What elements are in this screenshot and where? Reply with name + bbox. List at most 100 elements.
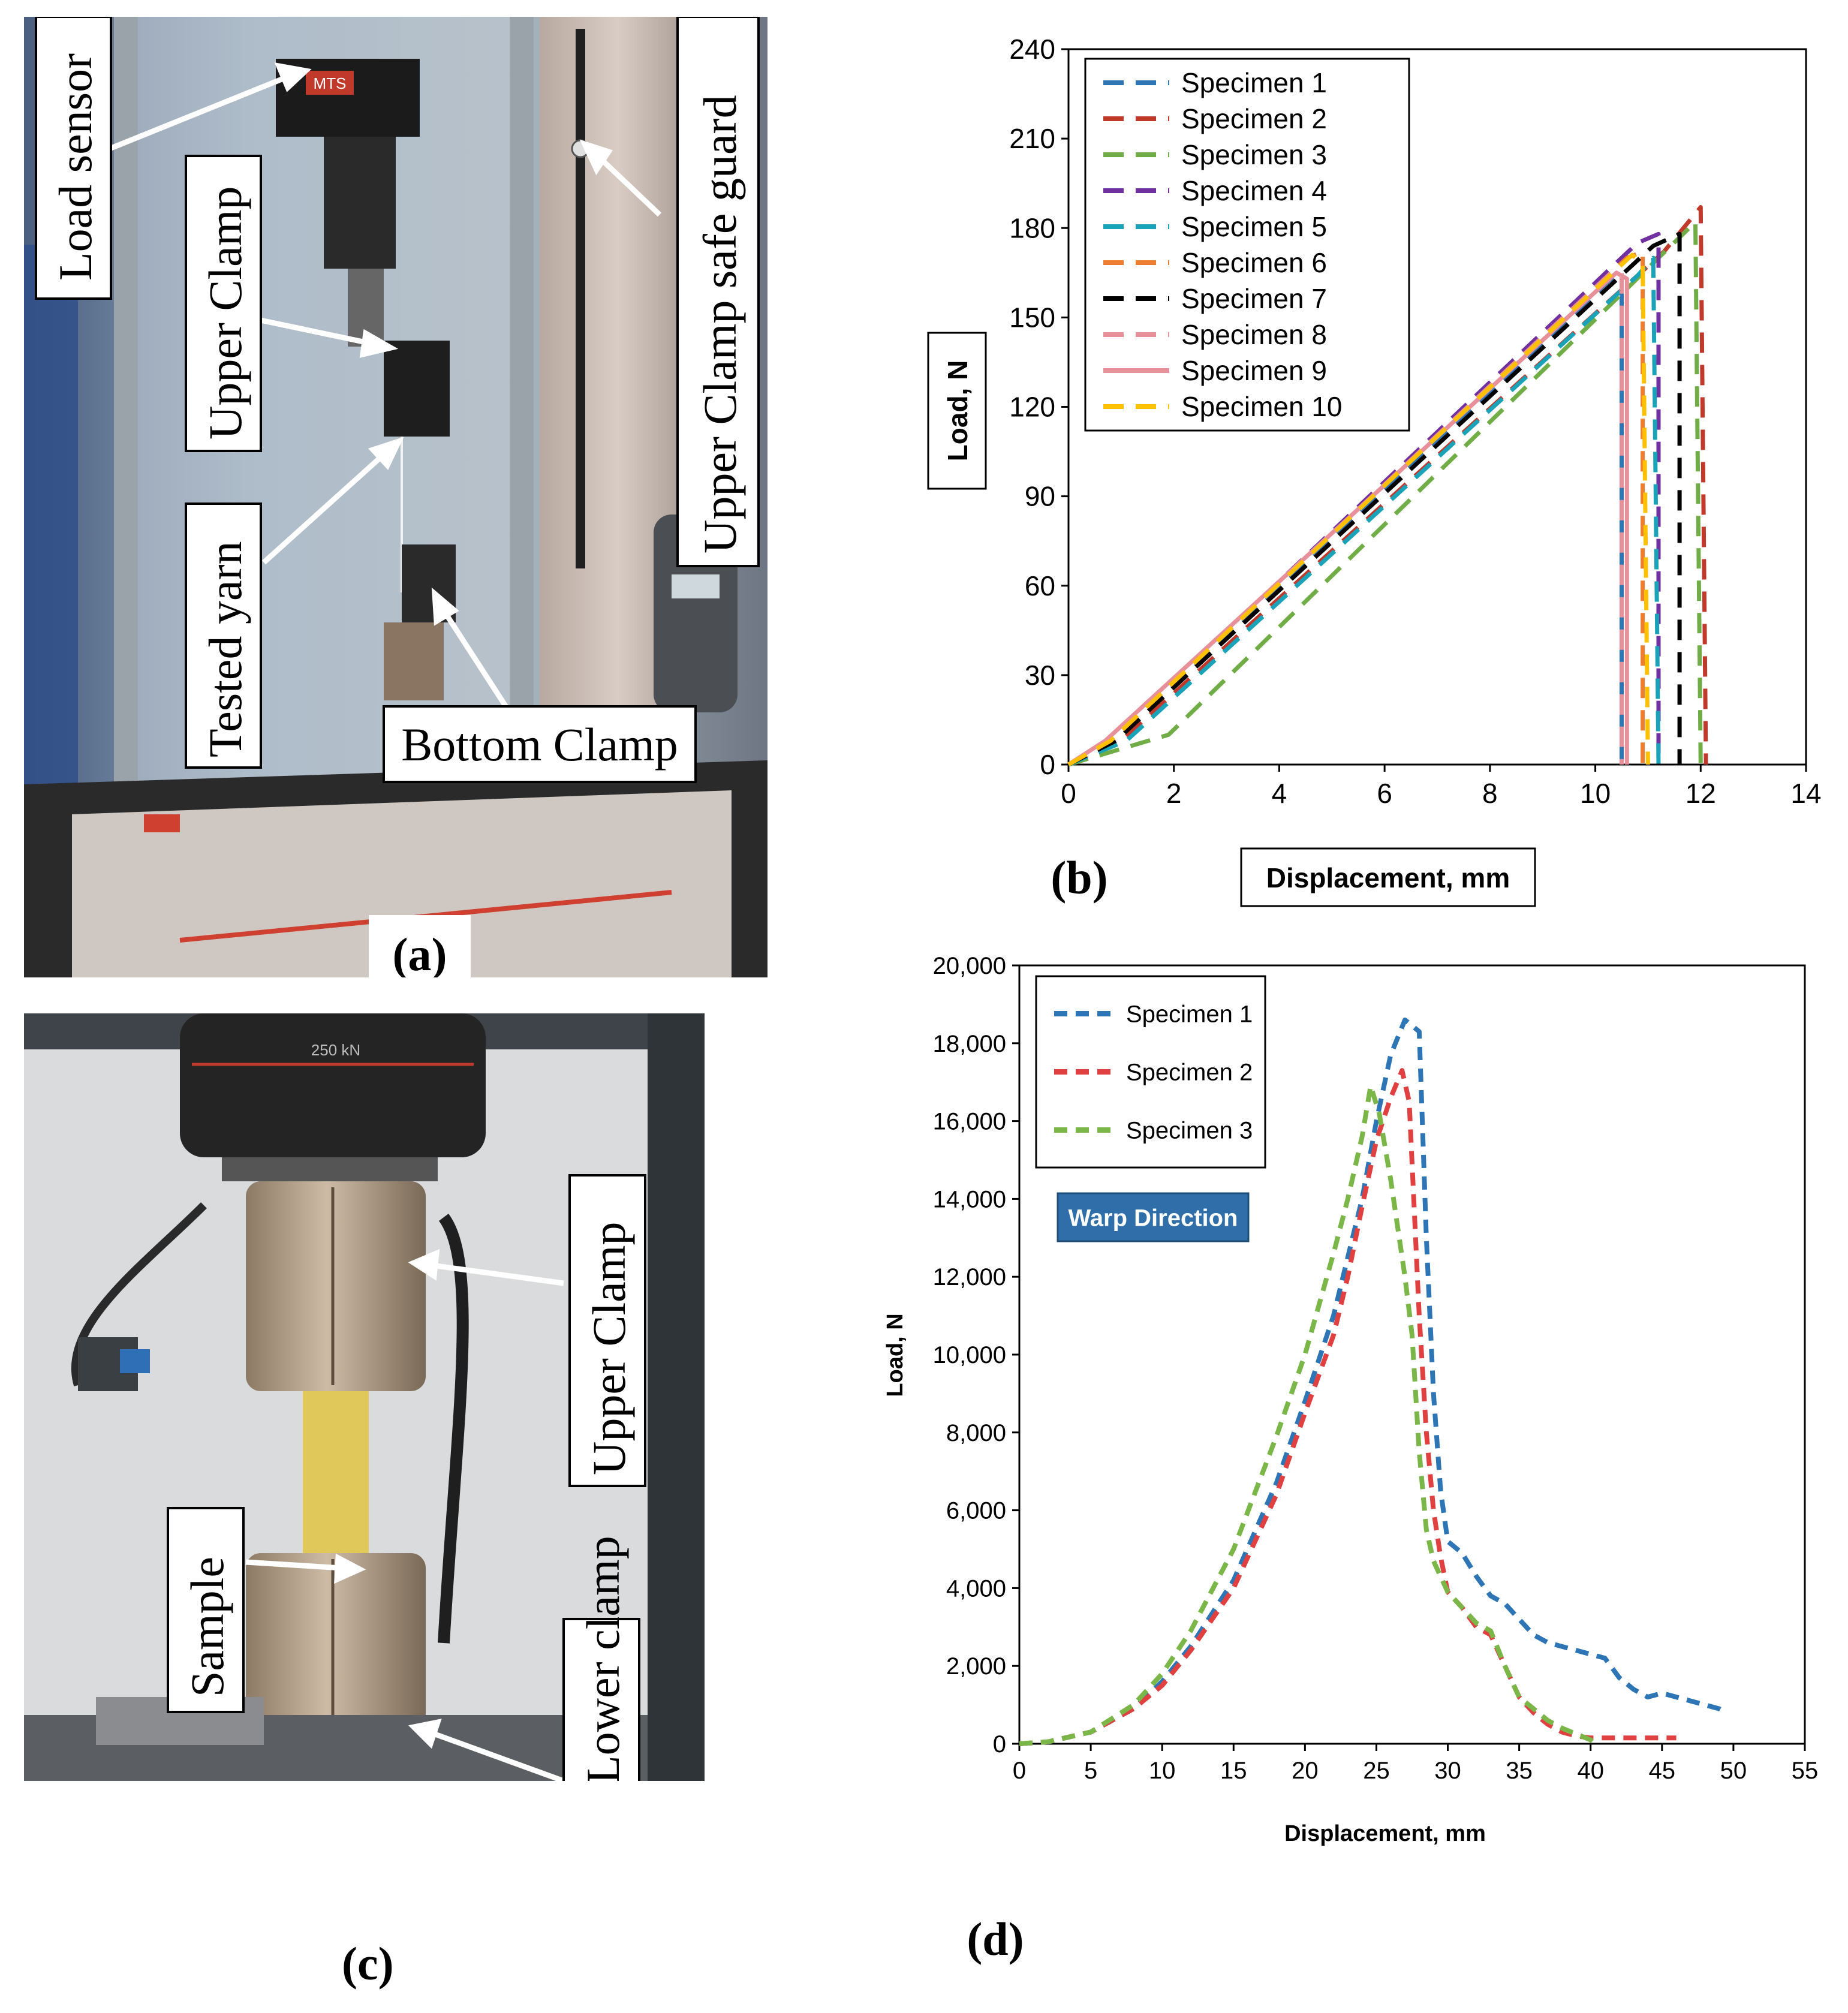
x-label-box <box>1240 847 1536 907</box>
label-bottom-clamp: Bottom Clamp <box>383 705 697 783</box>
y-tick-label: 8,000 <box>946 1420 1006 1446</box>
x-tick-label: 55 <box>1792 1758 1819 1784</box>
x-tick-label: 12 <box>1686 778 1716 809</box>
label-safe-guard: Upper Clamp safe guard <box>676 16 760 567</box>
chart-b-svg: 0 30 60 90 120 150 180 210 240 0 2 4 6 8 10 12 14 Specime… <box>927 34 1822 907</box>
mts-logo: MTS <box>314 74 347 92</box>
legend-label: Specimen 6 <box>1181 247 1327 278</box>
panel-caption: (d) <box>967 1913 1024 1965</box>
y-label-box <box>927 332 987 490</box>
series-line-2 <box>1019 1068 1677 1746</box>
x-tick-label: 0 <box>1061 778 1076 809</box>
legend-label: Specimen 4 <box>1181 175 1327 206</box>
annotation-label: Warp Direction <box>1069 1205 1238 1231</box>
x-tick-label: 30 <box>1434 1758 1461 1784</box>
series-line-1 <box>1019 1017 1727 1746</box>
x-tick-label: 40 <box>1577 1758 1604 1784</box>
legend-label: Specimen 9 <box>1181 355 1327 386</box>
label-upper-clamp-c: Upper Clamp <box>568 1174 646 1487</box>
y-tick-label: 150 <box>1009 302 1055 333</box>
panel-c-illustration: 250 kN Upper Clamp <box>24 1013 705 1884</box>
x-tick-label: 4 <box>1272 778 1287 809</box>
panel-caption: (b) <box>1051 851 1107 904</box>
series-line-3 <box>1019 1084 1597 1746</box>
chart-d-svg: 0 2,000 4,000 6,000 8,000 10,000 12,000 14,000 1… <box>883 953 1819 1965</box>
y-tick-label: 4,000 <box>946 1575 1006 1602</box>
svg-text:Lower clamp: Lower clamp <box>577 1536 629 1781</box>
y-tick-label: 20,000 <box>933 953 1006 979</box>
y-tick-label: 14,000 <box>933 1186 1006 1212</box>
legend-label: Specimen 1 <box>1181 67 1327 98</box>
panel-c-photo: 250 kN Upper Clamp <box>24 1013 705 1884</box>
x-tick-label: 35 <box>1506 1758 1533 1784</box>
y-tick-label: 2,000 <box>946 1653 1006 1680</box>
legend-label: Specimen 2 <box>1126 1060 1253 1086</box>
label-tested-yarn: Tested yarn <box>185 503 262 769</box>
x-tick-label: 14 <box>1790 778 1821 809</box>
y-tick-label: 18,000 <box>933 1031 1006 1057</box>
y-tick-label: 0 <box>1040 749 1055 780</box>
x-tick-label: 25 <box>1363 1758 1390 1784</box>
x-tick-label: 15 <box>1220 1758 1247 1784</box>
annotation-box <box>1057 1192 1250 1242</box>
chart-d: 0 2,000 4,000 6,000 8,000 10,000 12,000 14,000 1… <box>875 935 1848 2010</box>
svg-text:Upper Clamp safe guard: Upper Clamp safe guard <box>694 95 746 553</box>
series-line-4 <box>1067 231 1661 767</box>
x-axis-label: Displacement, mm <box>1266 862 1510 893</box>
x-tick-label: 2 <box>1166 778 1182 809</box>
y-axis-label: Load, N <box>942 360 973 462</box>
x-tick-label: 20 <box>1292 1758 1319 1784</box>
panel-a-photo: MTS Load s <box>24 16 768 980</box>
y-tick-label: 180 <box>1009 212 1055 243</box>
x-tick-label: 50 <box>1720 1758 1747 1784</box>
x-tick-label: 10 <box>1149 1758 1176 1784</box>
svg-text:Bottom Clamp: Bottom Clamp <box>401 718 678 771</box>
panel-c-arrows <box>245 1248 565 1784</box>
label-load-sensor: Load sensor <box>35 16 112 300</box>
label-sample: Sample <box>167 1507 245 1713</box>
panel-a-illustration: MTS Load s <box>24 16 768 980</box>
legend-label: Specimen 1 <box>1126 1001 1253 1028</box>
y-tick-label: 6,000 <box>946 1498 1006 1524</box>
legend-label: Specimen 2 <box>1181 103 1327 134</box>
y-axis-label: Load, N <box>883 1313 908 1397</box>
x-tick-label: 5 <box>1084 1758 1097 1784</box>
legend-box <box>1035 975 1266 1169</box>
legend-label: Specimen 3 <box>1126 1118 1253 1144</box>
svg-text:Upper Clamp: Upper Clamp <box>199 186 251 440</box>
legend-label: Specimen 8 <box>1181 319 1327 350</box>
label-upper-clamp: Upper Clamp <box>185 155 262 452</box>
x-tick-label: 0 <box>1013 1758 1026 1784</box>
y-tick-label: 0 <box>993 1731 1006 1758</box>
series-line-9 <box>1067 270 1629 766</box>
y-tick-label: 12,000 <box>933 1264 1006 1290</box>
legend-label: Specimen 10 <box>1181 391 1343 422</box>
svg-text:Tested yarn: Tested yarn <box>199 541 251 757</box>
x-tick-label: 10 <box>1580 778 1611 809</box>
y-tick-label: 60 <box>1025 570 1055 601</box>
y-tick-label: 240 <box>1009 34 1055 65</box>
series-line-10 <box>1067 252 1650 767</box>
legend-label: Specimen 5 <box>1181 211 1327 242</box>
y-tick-label: 120 <box>1009 392 1055 423</box>
svg-text:Sample: Sample <box>181 1557 233 1697</box>
panel-c-caption: (c) <box>342 1937 394 1990</box>
y-tick-label: 210 <box>1009 123 1055 154</box>
panel-a-caption: (a) <box>393 928 447 977</box>
chart-b: 0 30 60 90 120 150 180 210 240 0 2 4 6 8 10 12 14 Specime… <box>899 12 1848 911</box>
load-cell-rating: 250 kN <box>311 1041 360 1059</box>
svg-text:Load sensor: Load sensor <box>49 53 101 281</box>
legend-label: Specimen 7 <box>1181 283 1327 314</box>
x-axis-label: Displacement, mm <box>1284 1821 1486 1846</box>
y-tick-label: 30 <box>1025 660 1055 691</box>
x-tick-label: 8 <box>1482 778 1498 809</box>
y-tick-label: 16,000 <box>933 1109 1006 1135</box>
x-tick-label: 45 <box>1649 1758 1676 1784</box>
x-tick-label: 6 <box>1377 778 1392 809</box>
panel-a-arrows <box>94 62 662 714</box>
legend-label: Specimen 3 <box>1181 139 1327 170</box>
y-tick-label: 10,000 <box>933 1342 1006 1368</box>
series-line-8 <box>1067 270 1624 767</box>
svg-text:Upper Clamp: Upper Clamp <box>583 1222 635 1475</box>
y-tick-label: 90 <box>1025 481 1055 512</box>
